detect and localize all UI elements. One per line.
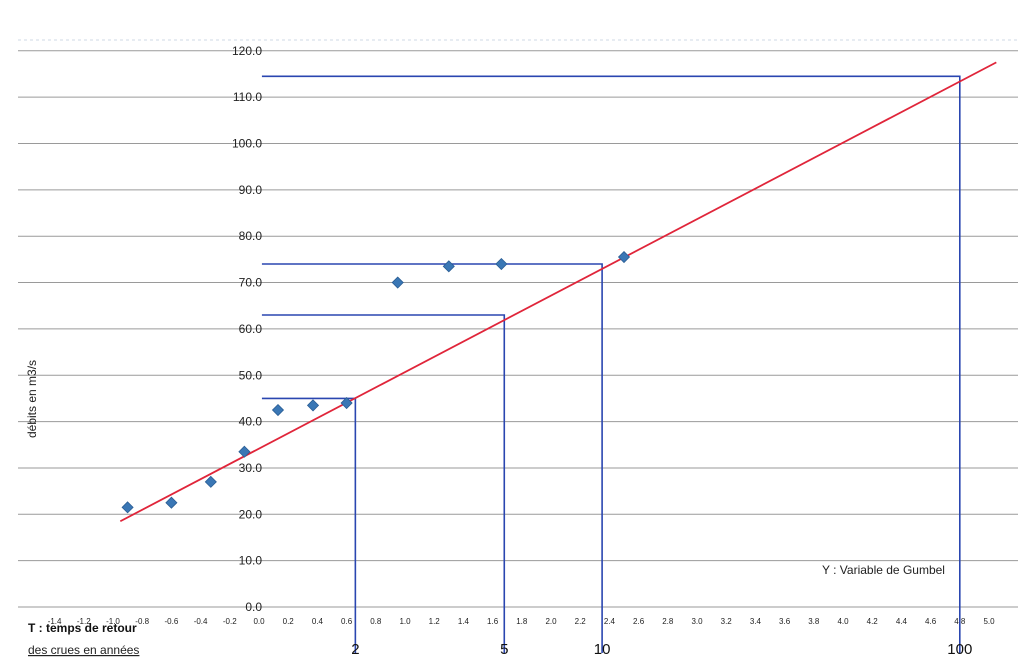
x-tick-label: 3.6 [779,617,791,626]
x-tick-label: 4.2 [867,617,879,626]
gridlines [18,50,1018,608]
data-point [617,250,631,264]
fit-line-group [119,61,997,523]
return-period-axis-label: T : temps de retour [28,621,137,635]
x-axis-label: Y : Variable de Gumbel [822,563,945,577]
y-tick-label: 100.0 [232,137,262,151]
x-tick-label: -1.0 [106,617,120,626]
x-tick-label: 4.4 [896,617,908,626]
return-period-guide [261,263,603,653]
return-period-label: 5 [500,641,508,658]
data-points [121,250,631,514]
x-tick-label: 4.0 [837,617,849,626]
x-tick-label: 1.0 [399,617,411,626]
data-point [165,496,178,509]
y-axis-label: débits en m3/s [25,360,39,438]
data-point [121,501,134,514]
x-tick-label: -0.8 [135,617,149,626]
fit-line [119,61,997,523]
y-tick-labels: 0.0 10.0 20.0 30.0 40.0 50.0 60.0 70.0 80.0 90.0 1… [232,44,262,614]
x-tick-label: 0.2 [283,617,295,626]
y-tick-label: 120.0 [232,44,262,58]
data-point [442,260,455,273]
x-tick-label: 0.6 [341,617,353,626]
x-tick-label: 0.0 [253,617,265,626]
return-period-label: 10 [594,641,611,658]
x-tick-label: 3.0 [691,617,703,626]
y-tick-label: 10.0 [239,554,263,568]
data-point [391,276,404,289]
x-tick-label: 3.8 [808,617,820,626]
x-tick-label: -1.2 [77,617,91,626]
y-tick-label: 80.0 [239,229,263,243]
x-tick-label: 2.4 [604,617,616,626]
y-tick-label: 20.0 [239,507,263,521]
x-tick-label: 0.8 [370,617,382,626]
x-tick-label: -0.4 [194,617,208,626]
y-tick-label: 0.0 [245,600,262,614]
return-period-labels: 2 5 10 100 [351,641,972,658]
y-tick-label: 30.0 [239,461,263,475]
data-point [306,399,320,412]
x-tick-label: 3.2 [721,617,733,626]
x-tick-label: 1.4 [458,617,470,626]
x-tick-label: 1.8 [516,617,528,626]
x-tick-label: 2.2 [575,617,587,626]
y-tick-label: 110.0 [233,90,262,104]
y-tick-label: 40.0 [239,415,263,429]
x-tick-label: 2.6 [633,617,645,626]
return-period-axis-label-line2: des crues en années [28,643,139,657]
data-point [340,396,353,410]
y-tick-label: 60.0 [239,322,263,336]
return-period-label: 100 [947,641,972,658]
return-period-label: 2 [351,641,359,658]
data-point [271,403,285,417]
x-tick-label: 4.6 [925,617,937,626]
return-period-guide [261,314,506,653]
x-tick-label: 0.4 [312,617,324,626]
data-point [204,475,217,488]
x-tick-label: 5.0 [983,617,995,626]
x-tick-label: -0.2 [223,617,237,626]
x-tick-label: 2.0 [545,617,557,626]
x-tick-label: 3.4 [750,617,762,626]
x-tick-label: 2.8 [662,617,674,626]
x-tick-label: 1.6 [487,617,499,626]
y-tick-label: 50.0 [239,368,263,382]
data-point [238,445,251,458]
x-tick-label: -0.6 [165,617,179,626]
y-tick-label: 90.0 [239,183,263,197]
return-period-guide [261,75,961,653]
x-tick-labels: -1.4 -1.2 -1.0 -0.8 -0.6 -0.4 -0.2 0.0 0.2 0.4 0.6… [48,617,995,626]
y-tick-label: 70.0 [239,276,263,290]
x-tick-label: 1.2 [429,617,441,626]
data-point [495,257,508,271]
x-tick-label: -1.4 [48,617,62,626]
